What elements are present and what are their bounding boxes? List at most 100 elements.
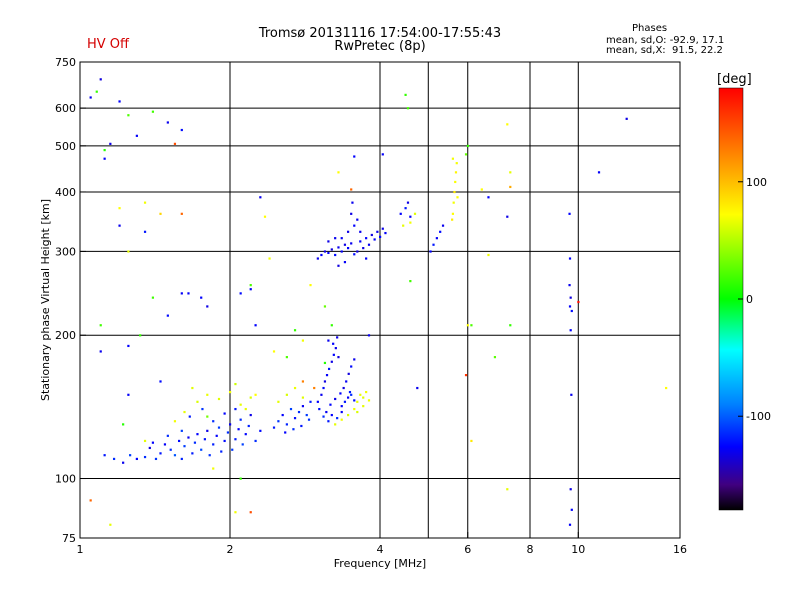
data-point [322,415,325,418]
data-point [159,380,162,383]
data-point [342,386,345,390]
data-point [99,324,102,327]
data-point [201,407,204,411]
data-point [191,386,194,390]
data-point [402,224,405,227]
data-point [350,212,353,215]
data-point [212,467,215,470]
data-point [118,207,121,210]
data-point [180,457,183,461]
data-point [180,128,183,132]
data-point [373,238,376,241]
data-point [509,185,512,189]
data-point [350,393,353,396]
y-axis-ticks: 75 100 200 300 400 500 600 750 [55,56,86,545]
data-point [217,426,221,429]
data-point [223,412,226,415]
data-point [320,393,323,396]
data-point [244,433,247,436]
data-point [409,221,412,224]
data-point [470,439,473,443]
data-point [301,380,305,383]
data-point [340,410,343,414]
data-point [362,405,365,408]
data-point [340,237,343,240]
data-point [173,420,177,423]
data-point [200,296,203,299]
data-point [350,188,353,191]
data-point [330,324,333,327]
data-point [356,400,359,403]
data-point [206,305,209,308]
data-point [367,334,371,337]
data-point [220,450,223,453]
data-point [159,212,162,215]
data-point [325,410,328,414]
data-point [404,207,407,210]
data-point [365,237,368,240]
data-point [327,240,330,243]
data-point [247,424,250,428]
data-point [206,429,209,432]
data-point [254,324,257,327]
data-point [466,144,469,148]
data-point [285,423,288,426]
data-point [239,418,242,421]
data-point [159,452,162,455]
data-point [362,396,365,399]
data-points [89,78,668,526]
data-point [127,393,130,396]
data-point [241,443,244,446]
data-point [362,247,365,250]
data-point [285,356,288,359]
data-point [196,433,199,436]
data-point [347,372,350,375]
data-point [99,350,102,353]
data-point [625,117,628,120]
y-axis-label: Stationary phase Virtual Height [km] [39,199,52,401]
data-point [464,153,468,156]
data-point [379,235,382,238]
data-point [509,324,512,327]
x-tick-label: 2 [227,543,234,556]
data-point [506,488,509,491]
data-point [239,292,242,295]
data-point [151,441,155,444]
data-point [318,407,321,411]
data-point [370,233,373,237]
colorbar-label: [deg] [717,72,752,87]
data-point [493,356,497,359]
data-point [122,461,125,464]
data-point [365,390,368,394]
data-point [350,365,353,368]
data-point [127,114,130,117]
data-point [343,400,347,403]
data-point [118,224,121,227]
data-point [332,342,335,345]
data-point [337,264,340,267]
data-point [569,296,572,299]
data-point [569,488,572,491]
data-point [353,399,356,402]
colorbar-tick-label: -100 [746,410,771,423]
data-point [143,230,147,233]
data-point [129,454,132,457]
data-point [309,284,312,287]
data-point [451,212,455,215]
x-tick-label: 6 [464,543,471,556]
data-point [455,162,458,165]
data-point [353,358,356,361]
data-point [301,396,305,399]
data-point [568,284,571,287]
data-point [301,339,305,342]
data-point [89,499,92,502]
data-point [336,336,339,339]
y-tick-label: 400 [55,186,76,199]
data-point [127,344,130,348]
data-point [293,386,297,390]
data-point [180,429,183,432]
y-tick-label: 500 [55,140,76,153]
colorbar-ticks: 100 0 -100 [738,176,771,423]
data-point [112,457,116,461]
data-point [127,250,130,253]
